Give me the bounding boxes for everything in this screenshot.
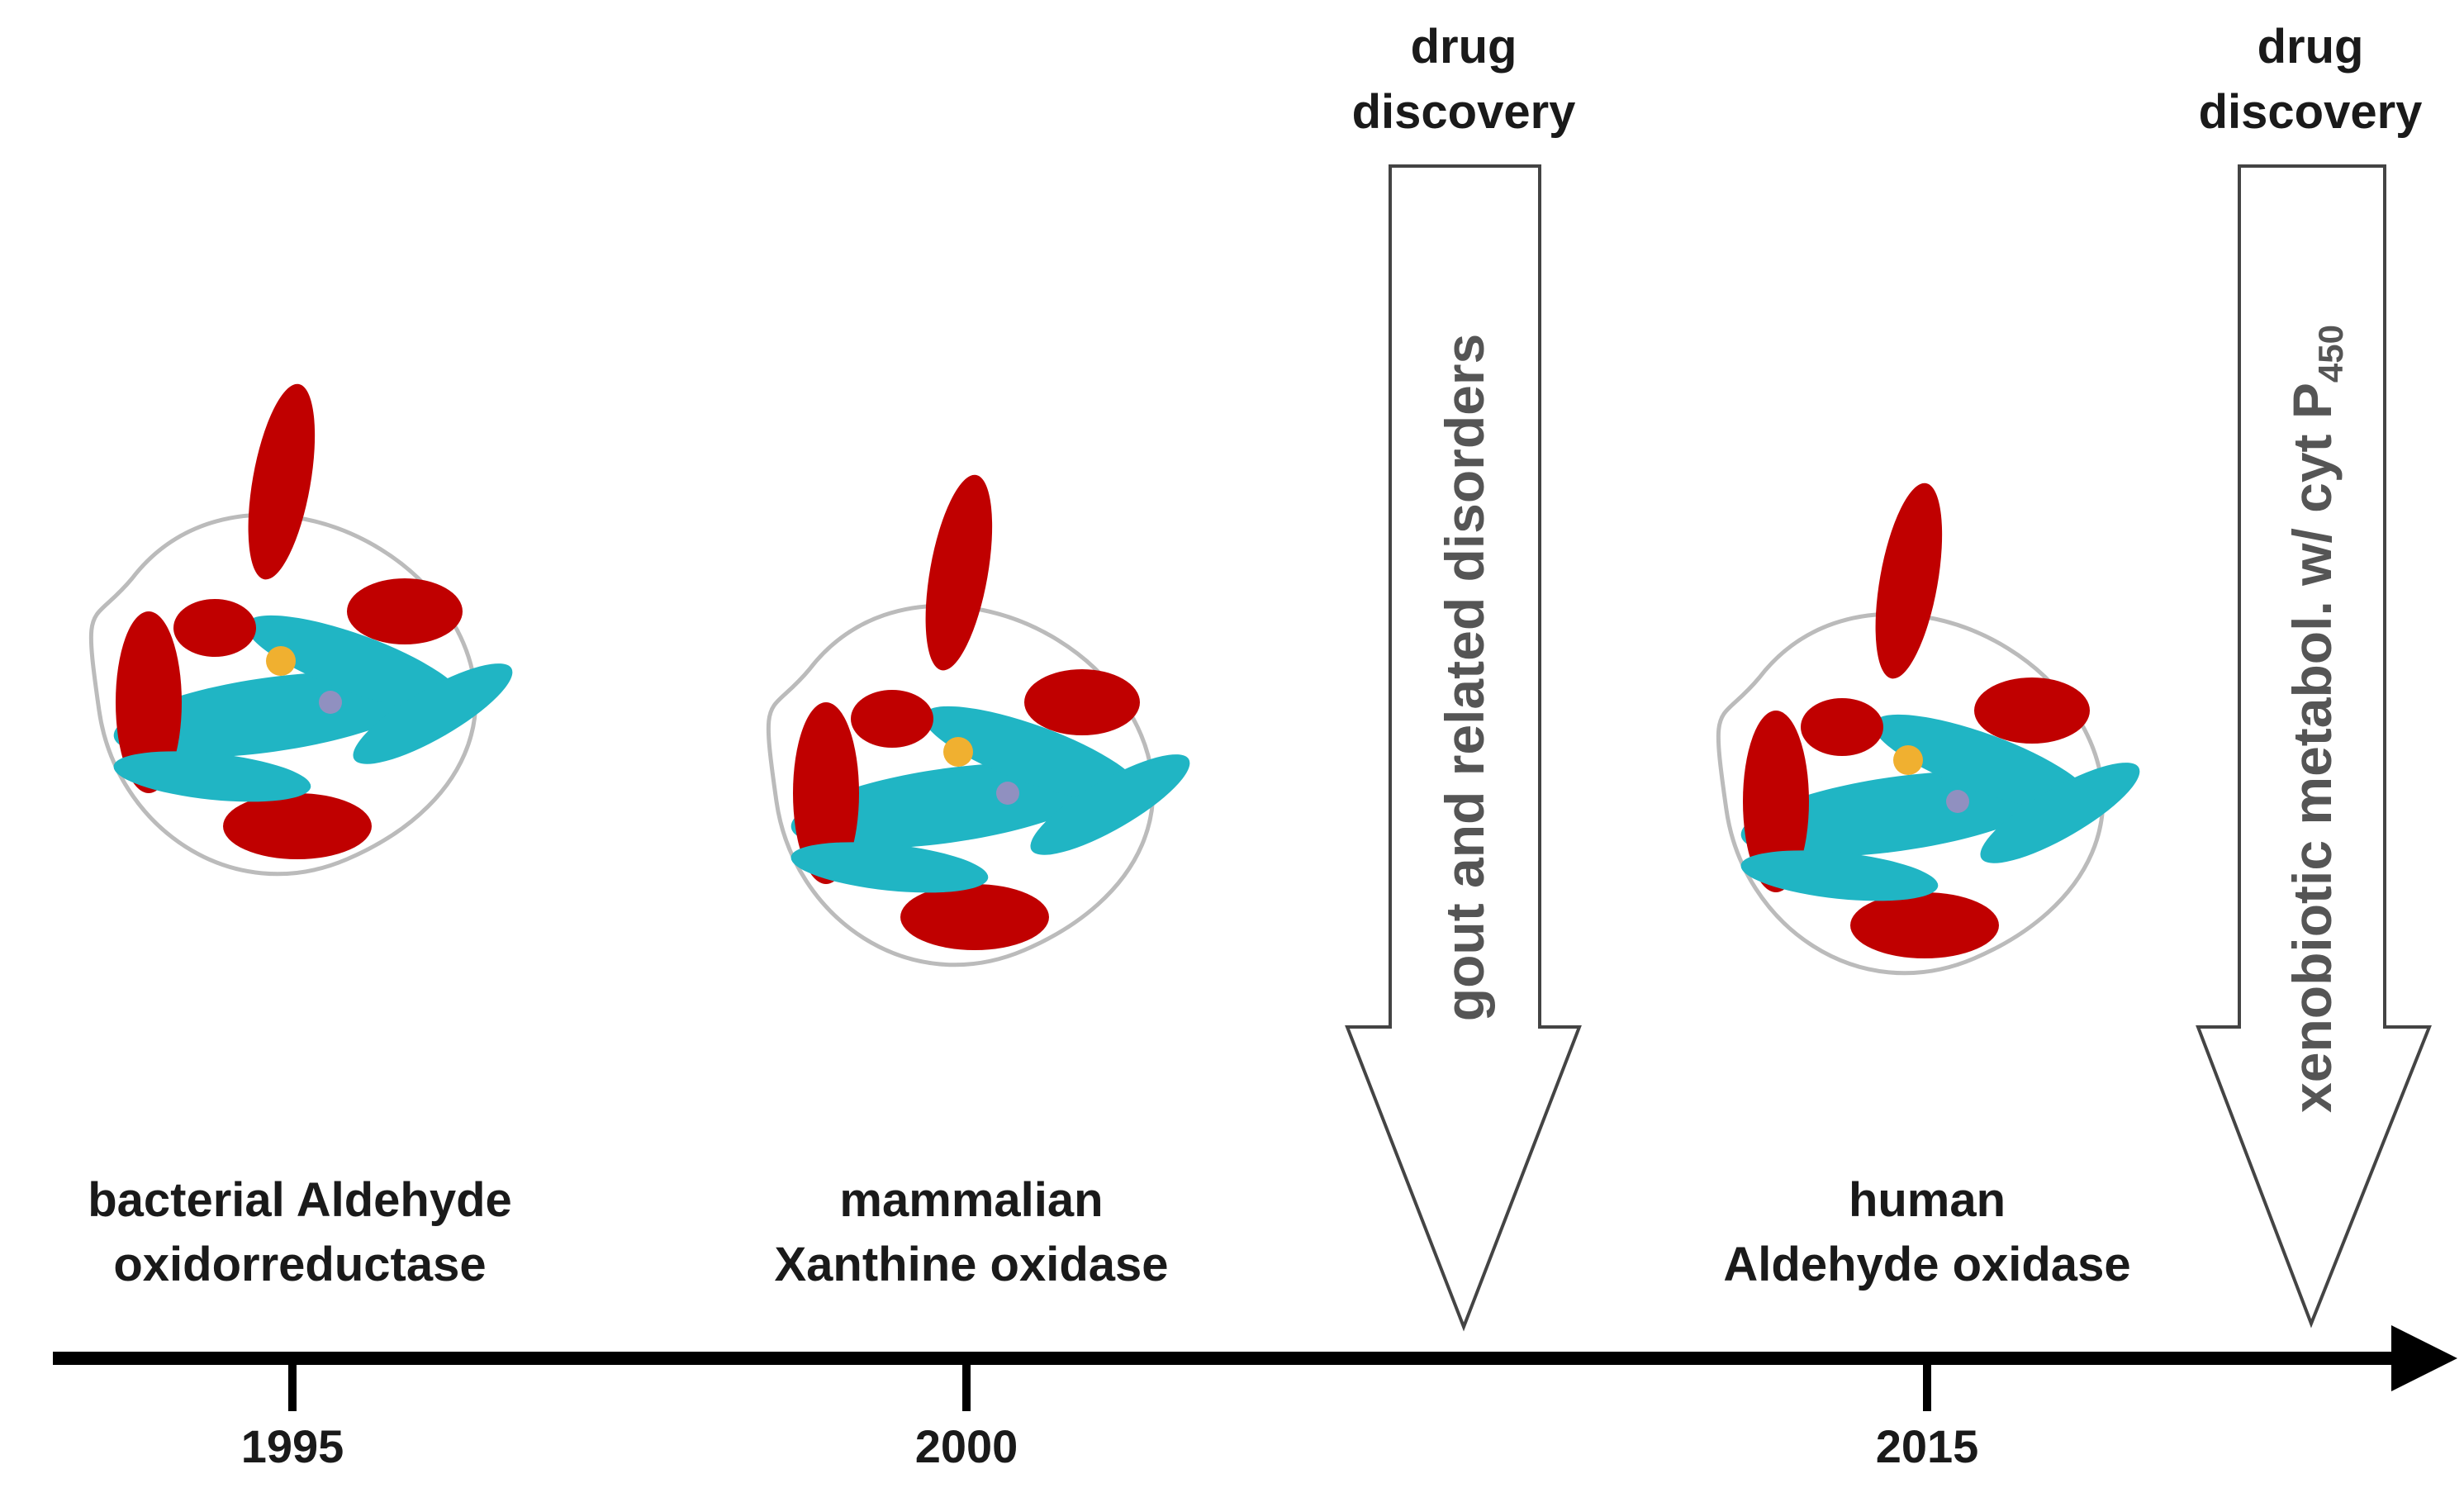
- protein-xo: [768, 470, 1201, 965]
- drug-arrow: drug discovery xenobiotic metabol. w/ cy…: [2196, 20, 2432, 1329]
- enzyme-label: oxidorreductase: [113, 1238, 486, 1291]
- enzyme-label: mammalian: [839, 1173, 1103, 1227]
- arrow-text-subscript: 450: [2311, 325, 2350, 383]
- arrow-heading: discovery: [2199, 85, 2423, 139]
- year-label: 2000: [915, 1420, 1018, 1472]
- down-arrow: [1345, 164, 1582, 1332]
- enzyme-label: Xanthine oxidase: [774, 1238, 1168, 1291]
- arrow-text: xenobiotic metabol. w/ cyt P450: [2281, 325, 2350, 1113]
- protein-structures: [91, 379, 2151, 973]
- year-label: 2015: [1876, 1420, 1979, 1472]
- arrow-text-main: xenobiotic metabol. w/ cyt P: [2281, 383, 2343, 1113]
- enzyme-label: human: [1849, 1173, 2006, 1227]
- down-arrow: [2196, 164, 2432, 1329]
- protein-aor: [91, 379, 524, 874]
- enzyme-label: bacterial Aldehyde: [88, 1173, 512, 1227]
- axis-arrowhead: [2391, 1325, 2457, 1391]
- timeline-axis: [53, 1325, 2457, 1411]
- enzyme-label: Aldehyde oxidase: [1723, 1238, 2130, 1291]
- year-label: 1995: [241, 1420, 344, 1472]
- drug-arrow: drug discovery gout and related disorder…: [1345, 20, 1582, 1332]
- protein-ao: [1718, 478, 2151, 973]
- arrow-heading: drug: [2257, 20, 2364, 74]
- arrow-heading: discovery: [1352, 85, 1576, 139]
- arrow-text: gout and related disorders: [1434, 334, 1495, 1021]
- arrow-heading: drug: [1411, 20, 1517, 74]
